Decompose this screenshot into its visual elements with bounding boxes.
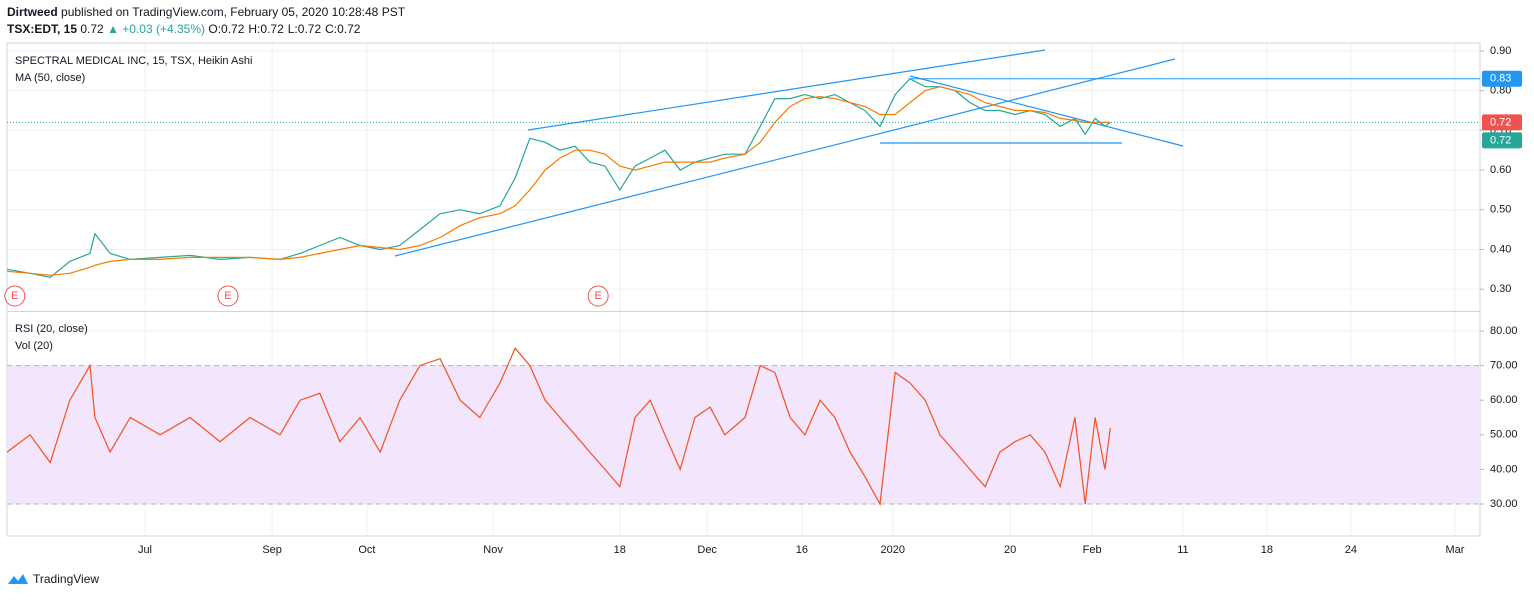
legend-rsi: RSI (20, close) xyxy=(15,323,88,335)
x-tick-label: Mar xyxy=(1445,544,1464,556)
event-marker xyxy=(587,285,609,307)
ohlc: O:0.72 H:0.72 L:0.72 C:0.72 xyxy=(208,22,364,36)
trendline xyxy=(394,58,1176,257)
x-tick-label: 11 xyxy=(1177,544,1188,556)
y-tick-label: 80.00 xyxy=(1490,325,1518,337)
y-tick-label: 30.00 xyxy=(1490,498,1518,510)
series-line xyxy=(6,86,1111,276)
y-tick-label: 50.00 xyxy=(1490,429,1518,441)
y-tick-label: 0.40 xyxy=(1490,243,1511,255)
x-tick-label: 20 xyxy=(1004,544,1016,556)
y-tick-label: 0.50 xyxy=(1490,204,1511,216)
chart: SPECTRAL MEDICAL INC, 15, TSX, Heikin As… xyxy=(4,42,1522,556)
price-label-bg xyxy=(1482,132,1522,149)
series-line xyxy=(6,77,1111,278)
x-tick-label: 18 xyxy=(614,544,626,556)
logo: TradingView xyxy=(7,572,99,586)
y-tick-label: 0.90 xyxy=(1490,45,1511,57)
ohlc-value: 0.72 xyxy=(260,22,284,36)
event-marker xyxy=(217,285,239,307)
y-tick-label: 0.60 xyxy=(1490,164,1511,176)
ohlc-value: 0.72 xyxy=(221,22,245,36)
y-tick-label: 60.00 xyxy=(1490,394,1518,406)
change: ▲ +0.03 (+4.35%) xyxy=(107,22,206,36)
y-tick-label: 70.00 xyxy=(1490,360,1518,372)
published: published on TradingView.com, February 0… xyxy=(61,5,406,19)
price-label-bg xyxy=(1482,70,1522,87)
header: Dirtweed published on TradingView.com, F… xyxy=(7,4,405,38)
symbol: TSX:EDT, 15 xyxy=(7,22,78,36)
event-marker xyxy=(4,285,26,307)
drawings xyxy=(394,49,1184,257)
rsi-band xyxy=(7,365,1480,504)
logo-icon xyxy=(8,574,28,584)
price-label-bg xyxy=(1482,114,1522,131)
price-label: 0.72 xyxy=(1490,116,1511,128)
user: Dirtweed xyxy=(7,5,58,19)
x-tick-label: Dec xyxy=(697,544,717,556)
price-label: 0.72 xyxy=(1490,134,1511,146)
ohlc-label: L: xyxy=(287,22,298,36)
ohlc-label: C: xyxy=(325,22,338,36)
x-tick-label: 18 xyxy=(1261,544,1273,556)
legend-vol: Vol (20) xyxy=(15,340,53,352)
series-line xyxy=(6,347,1111,506)
x-tick-label: Oct xyxy=(358,544,375,556)
y-tick-label: 0.30 xyxy=(1490,283,1511,295)
price-label: 0.83 xyxy=(1490,73,1511,85)
ohlc-value: 0.72 xyxy=(337,22,361,36)
last: 0.72 xyxy=(80,22,104,36)
x-tick-label: 24 xyxy=(1345,544,1357,556)
y-tick-label: 40.00 xyxy=(1490,463,1518,475)
trendline xyxy=(527,49,1046,131)
x-tick-label: Nov xyxy=(483,544,503,556)
legend-ma: MA (50, close) xyxy=(15,72,85,84)
ohlc-value: 0.72 xyxy=(297,22,322,36)
x-tick-label: 16 xyxy=(796,544,808,556)
brand: TradingView xyxy=(33,572,100,586)
event-label: E xyxy=(224,290,231,302)
x-tick-label: Jul xyxy=(138,544,152,556)
ohlc-label: O: xyxy=(208,22,222,36)
event-label: E xyxy=(594,290,601,302)
y-tick-label: 0.80 xyxy=(1490,85,1511,97)
x-tick-label: Feb xyxy=(1083,544,1102,556)
trendline xyxy=(909,75,1184,147)
legend-title: SPECTRAL MEDICAL INC, 15, TSX, Heikin As… xyxy=(15,55,252,67)
x-tick-label: 2020 xyxy=(881,544,905,556)
ohlc-label: H: xyxy=(248,22,261,36)
x-tick-label: Sep xyxy=(262,544,282,556)
event-label: E xyxy=(11,290,18,302)
